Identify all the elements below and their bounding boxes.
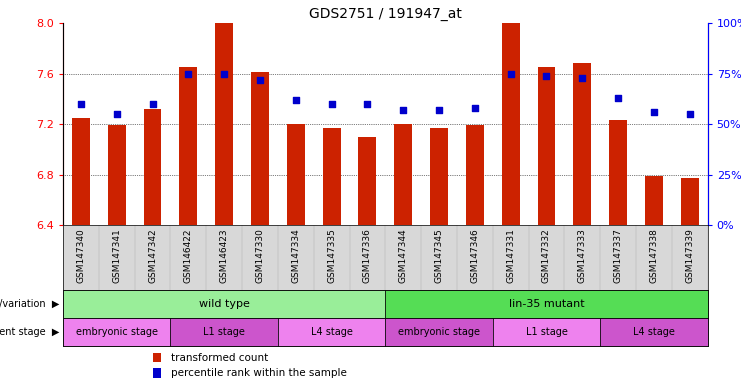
Point [218,71,230,77]
Bar [215,23,233,225]
Bar [385,290,708,318]
Text: GSM146423: GSM146423 [219,228,229,283]
Bar [385,318,493,346]
Text: lin-35 mutant: lin-35 mutant [508,299,585,309]
Point [397,107,409,113]
Bar [153,369,161,378]
Point [254,76,266,83]
Bar [502,23,519,225]
Text: embryonic stage: embryonic stage [76,327,158,337]
Bar [179,67,197,225]
Bar [466,125,484,225]
Text: GSM147344: GSM147344 [399,228,408,283]
Point [540,73,552,79]
Title: GDS2751 / 191947_at: GDS2751 / 191947_at [309,7,462,21]
Point [290,97,302,103]
Text: embryonic stage: embryonic stage [398,327,480,337]
Text: L4 stage: L4 stage [633,327,675,337]
Bar [359,137,376,225]
Bar [287,124,305,225]
Bar [394,124,412,225]
Text: L4 stage: L4 stage [310,327,353,337]
Text: GSM146422: GSM146422 [184,228,193,283]
Bar [609,120,627,225]
Text: transformed count: transformed count [170,353,268,363]
Text: wild type: wild type [199,299,250,309]
Text: GSM147332: GSM147332 [542,228,551,283]
Text: L1 stage: L1 stage [525,327,568,337]
Point [75,101,87,107]
Point [433,107,445,113]
Bar [322,128,341,225]
Point [648,109,659,115]
Point [182,71,194,77]
Text: GSM147346: GSM147346 [471,228,479,283]
Text: GSM147337: GSM147337 [614,228,622,283]
Text: GSM147339: GSM147339 [685,228,694,283]
Point [325,101,337,107]
Text: L1 stage: L1 stage [203,327,245,337]
Text: GSM147334: GSM147334 [291,228,300,283]
Text: percentile rank within the sample: percentile rank within the sample [170,368,347,378]
Text: GSM147340: GSM147340 [76,228,85,283]
Bar [251,72,269,225]
Bar [144,109,162,225]
Text: genotype/variation  ▶: genotype/variation ▶ [0,299,59,309]
Bar [63,318,170,346]
Bar [493,318,600,346]
Point [612,95,624,101]
Bar [170,318,278,346]
Bar [574,63,591,225]
Point [505,71,516,77]
Point [147,101,159,107]
Bar [537,67,556,225]
Text: development stage  ▶: development stage ▶ [0,327,59,337]
Bar [681,178,699,225]
Point [110,111,122,117]
Bar [430,128,448,225]
Bar [645,176,663,225]
Point [576,74,588,81]
Text: GSM147345: GSM147345 [434,228,444,283]
Text: GSM147338: GSM147338 [649,228,659,283]
Text: GSM147342: GSM147342 [148,228,157,283]
Point [684,111,696,117]
Bar [600,318,708,346]
Bar [72,118,90,225]
Text: GSM147335: GSM147335 [327,228,336,283]
Text: GSM147341: GSM147341 [112,228,122,283]
Bar [278,318,385,346]
Bar [107,125,126,225]
Bar [153,353,161,362]
Bar [63,290,385,318]
Text: GSM147333: GSM147333 [578,228,587,283]
Text: GSM147336: GSM147336 [363,228,372,283]
Text: GSM147330: GSM147330 [256,228,265,283]
Point [469,105,481,111]
Point [362,101,373,107]
Text: GSM147331: GSM147331 [506,228,515,283]
